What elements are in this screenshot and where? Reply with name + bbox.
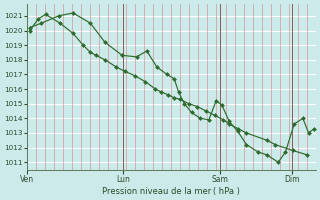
X-axis label: Pression niveau de la mer ( hPa ): Pression niveau de la mer ( hPa ) [102, 187, 240, 196]
